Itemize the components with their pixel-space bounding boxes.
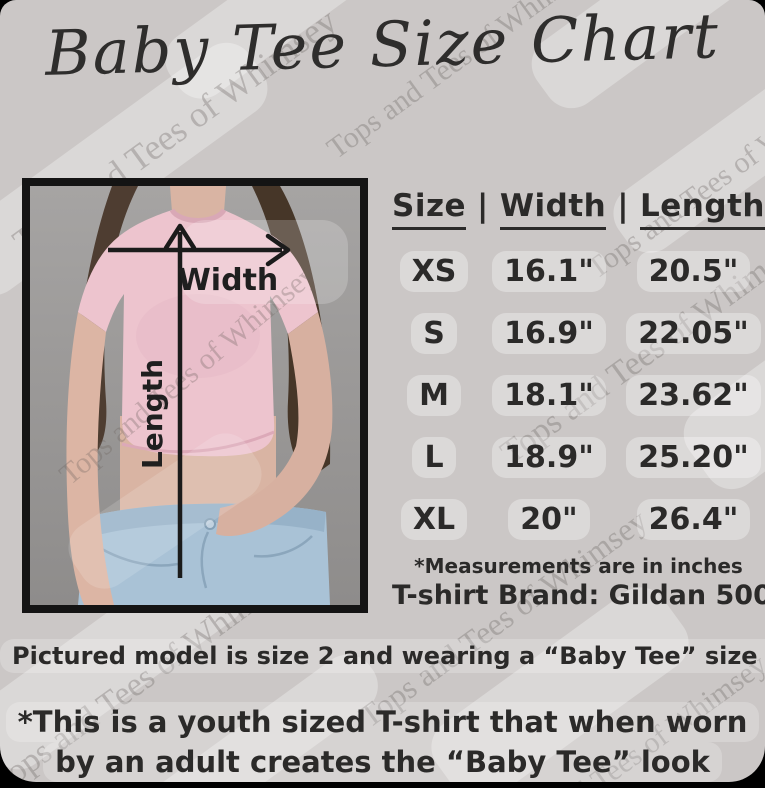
column-header-size: Size [392,188,467,230]
length-cell: 25.20" [626,437,761,478]
jeans-fly-seam [200,531,210,589]
right-arm [216,312,333,536]
model-size-note: Pictured model is size 2 and wearing a “… [0,639,765,673]
jeans-pocket-right [253,535,313,558]
watermark-pill [68,433,262,589]
size-cell: XS [399,251,469,292]
left-arm [66,312,114,605]
brand-note: T-shirt Brand: Gildan 5000B [392,580,765,611]
size-cell: L [412,437,456,478]
jeans-pocket-left [99,546,179,567]
model-photo-illustration: Tops and Tees of Whimsey Width Length [30,186,360,605]
size-cell: XL [400,499,468,540]
neck [170,186,226,223]
length-cell: 22.05" [626,313,761,354]
length-arrowhead-icon [163,223,197,251]
table-row-m: M 18.1" 23.62" [392,375,765,416]
model-size-note-text: Pictured model is size 2 and wearing a “… [0,639,765,673]
size-cell: M [407,375,461,416]
width-cell: 20" [508,499,590,540]
page-title: Baby Tee Size Chart [44,0,721,90]
jeans [78,503,330,605]
tee-hem [121,430,275,454]
baby-tee [78,210,318,457]
youth-note-line1: *This is a youth sized T-shirt that when… [5,702,760,742]
width-cell: 18.1" [492,375,606,416]
length-cell: 26.4" [636,499,751,540]
length-label: Length [136,359,169,469]
size-table: Size | Width | Length XS 16.1" 20.5" S 1… [392,188,765,611]
table-row-xs: XS 16.1" 20.5" [392,251,765,292]
size-table-header: Size | Width | Length [392,188,765,230]
length-cell: 20.5" [636,251,751,292]
width-cell: 18.9" [492,437,606,478]
header-separator: | [477,188,489,224]
table-row-xl: XL 20" 26.4" [392,499,765,540]
width-arrowhead-icon [265,233,291,267]
model-photo: Tops and Tees of Whimsey Width Length [22,178,368,613]
column-header-width: Width [499,188,607,230]
watermark-pill [180,220,348,304]
youth-note-line2: by an adult creates the “Baby Tee” look [43,742,722,782]
width-cell: 16.1" [492,251,606,292]
jeans-button [204,518,216,530]
table-row-s: S 16.9" 22.05" [392,313,765,354]
size-cell: S [411,313,457,354]
header-separator: | [617,188,630,224]
table-row-l: L 18.9" 25.20" [392,437,765,478]
tee-shading [136,294,260,378]
youth-size-note: *This is a youth sized T-shirt that when… [0,702,765,782]
tee-neckline [169,208,227,223]
column-header-length: Length [640,188,765,230]
width-label: Width [178,263,279,298]
length-cell: 23.62" [626,375,761,416]
measurements-note: *Measurements are in inches [414,554,743,578]
width-cell: 16.9" [492,313,606,354]
